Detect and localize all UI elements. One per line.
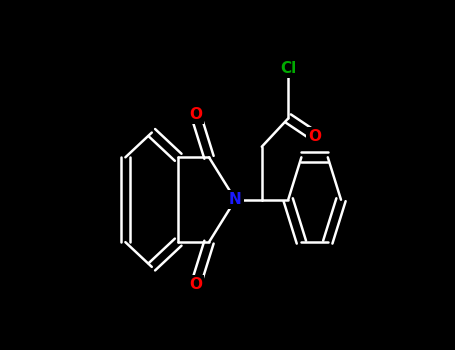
Text: O: O [189, 277, 202, 292]
Text: O: O [308, 128, 321, 143]
Text: O: O [189, 107, 202, 122]
Text: Cl: Cl [280, 62, 296, 76]
Text: N: N [229, 192, 242, 207]
